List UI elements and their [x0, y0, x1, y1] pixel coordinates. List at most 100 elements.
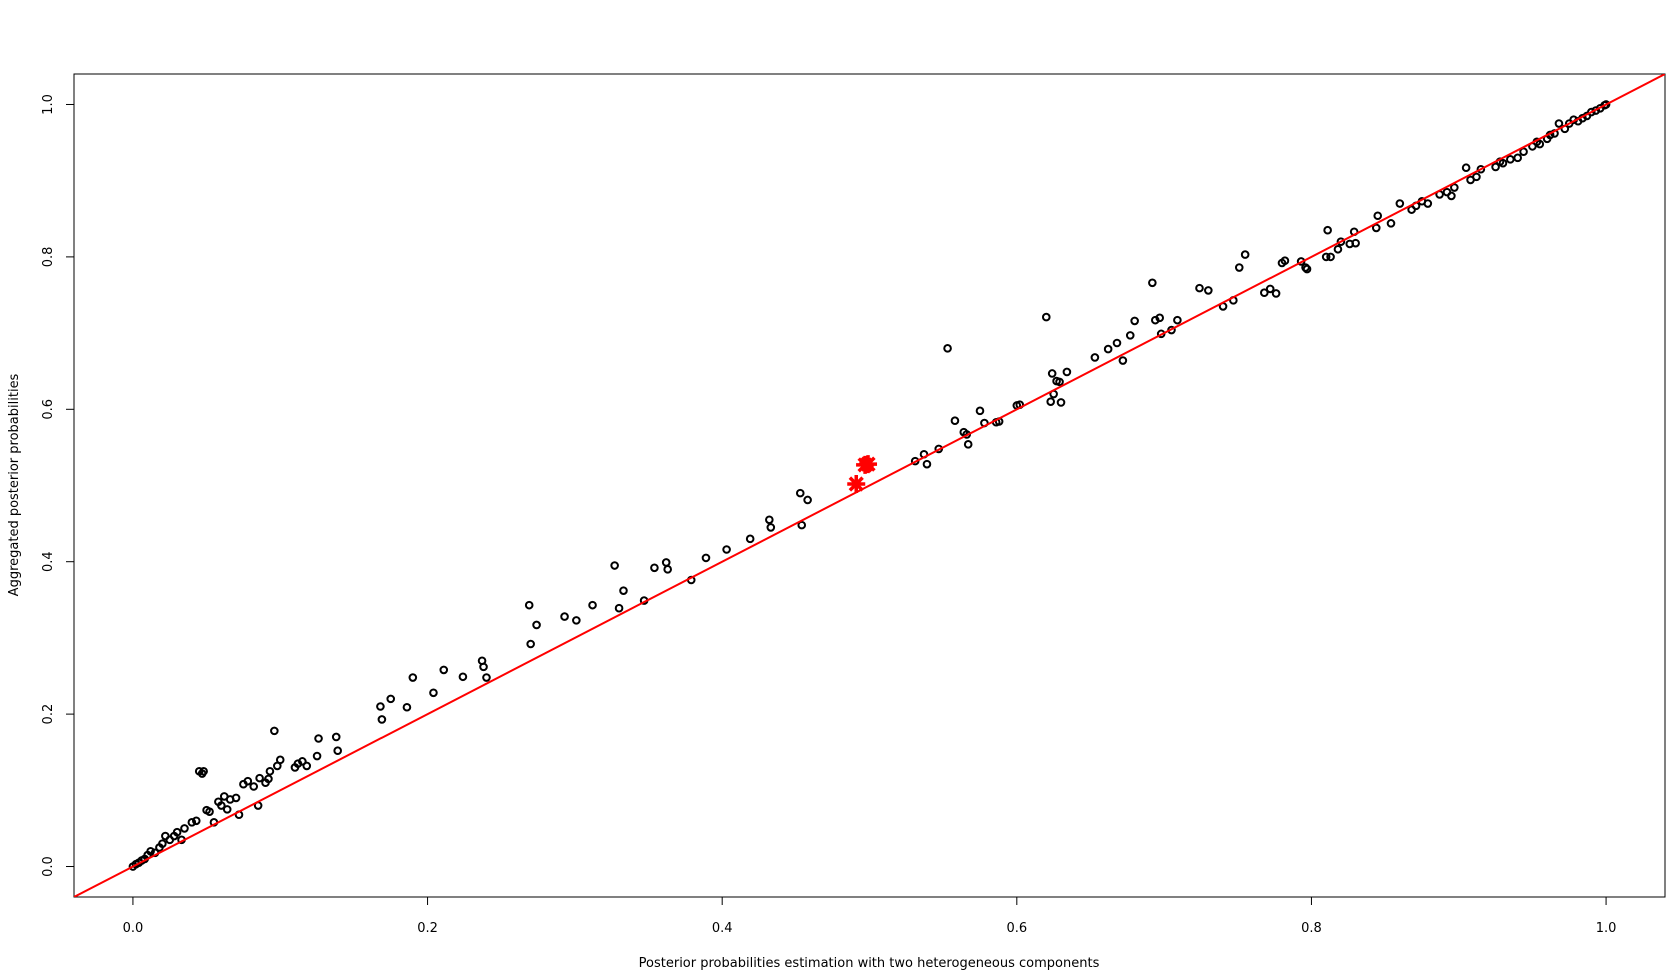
point [532, 620, 541, 630]
point [560, 612, 569, 621]
point [1112, 338, 1122, 348]
point [1271, 289, 1281, 298]
point [1371, 223, 1381, 233]
x-tick-label: 0.2 [417, 921, 438, 936]
point [1155, 313, 1165, 323]
point [479, 662, 488, 672]
highlight-point [859, 455, 878, 474]
point [1336, 237, 1346, 246]
point [650, 563, 659, 573]
reference-line [74, 74, 1665, 897]
point [1260, 288, 1269, 298]
y-tick-label: 0.8 [41, 247, 56, 268]
point [963, 440, 973, 449]
point [1519, 147, 1528, 157]
point [1535, 139, 1545, 149]
point [158, 839, 167, 848]
point [722, 545, 731, 554]
point [1173, 315, 1182, 325]
point [265, 766, 275, 776]
point [661, 558, 671, 567]
point [1041, 312, 1051, 322]
point [1386, 219, 1396, 228]
point [1234, 263, 1244, 272]
point [146, 846, 155, 856]
point [1125, 331, 1135, 340]
x-tick-label: 0.4 [712, 921, 733, 936]
point [803, 495, 812, 505]
point [1476, 164, 1486, 174]
point [975, 406, 985, 416]
point [1204, 286, 1213, 295]
point [1046, 397, 1055, 406]
point [1461, 163, 1471, 173]
point [619, 586, 628, 595]
point [1601, 100, 1611, 109]
point [314, 734, 323, 743]
point [1118, 356, 1128, 365]
point [614, 603, 624, 613]
point [943, 344, 952, 353]
point [1062, 367, 1072, 377]
point [386, 694, 396, 704]
point [663, 565, 672, 574]
point [922, 459, 932, 469]
point [1323, 225, 1332, 235]
x-tick-label: 0.8 [1301, 921, 1322, 936]
point [222, 805, 232, 814]
point [217, 801, 226, 810]
point [1055, 377, 1064, 387]
highlight-point [847, 474, 866, 493]
point [264, 774, 273, 784]
point [249, 782, 259, 791]
point [312, 751, 322, 761]
point [572, 616, 581, 625]
point [270, 726, 279, 736]
point [745, 534, 755, 544]
point [1265, 284, 1275, 294]
point [275, 755, 285, 765]
point [766, 523, 776, 532]
point [243, 776, 253, 786]
point [205, 807, 214, 816]
point [255, 773, 264, 783]
point [376, 702, 385, 711]
point [231, 793, 241, 803]
point [1195, 283, 1204, 293]
point [1301, 263, 1310, 272]
y-tick-label: 0.6 [41, 399, 56, 420]
point [1321, 252, 1331, 262]
point [950, 416, 960, 426]
point [187, 818, 197, 827]
point [333, 746, 342, 755]
y-tick-label: 1.0 [41, 94, 56, 115]
point [1554, 119, 1564, 128]
point [302, 761, 312, 771]
point [408, 673, 418, 682]
point [482, 673, 491, 682]
point [610, 561, 619, 570]
point [1373, 211, 1383, 221]
y-tick-label: 0.0 [41, 856, 56, 877]
point [172, 827, 182, 837]
x-tick-label: 1.0 [1596, 921, 1617, 936]
x-tick-label: 0.6 [1006, 921, 1027, 936]
point [1130, 316, 1139, 326]
point [199, 766, 208, 776]
point [526, 639, 535, 649]
point [1240, 250, 1250, 259]
point [1423, 199, 1433, 208]
point [701, 553, 711, 563]
y-tick-label: 0.2 [41, 704, 56, 725]
point [1491, 162, 1500, 172]
point [1472, 172, 1481, 182]
point [1333, 244, 1343, 254]
point [1047, 369, 1057, 378]
point [402, 702, 412, 712]
point [797, 520, 807, 530]
point [458, 672, 468, 682]
point [180, 824, 189, 833]
y-axis-label: Aggregated posterior probabilities [7, 373, 22, 596]
